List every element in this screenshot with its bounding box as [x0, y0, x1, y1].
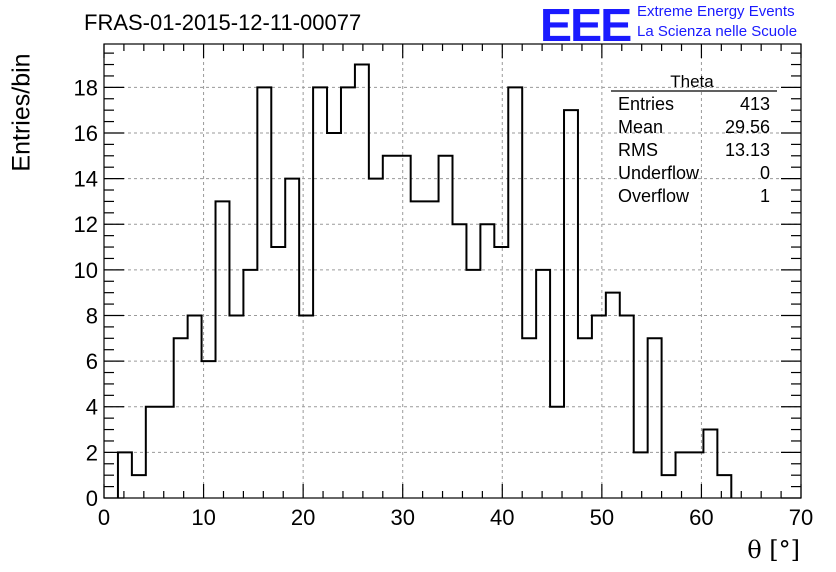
x-tick-labels: 0 10 20 30 40 50 60 70 [98, 505, 813, 530]
x-tick-label: 30 [390, 505, 414, 530]
x-tick-label: 60 [689, 505, 713, 530]
x-tick-label: 10 [191, 505, 215, 530]
stats-label: Underflow [618, 163, 700, 183]
x-tick-label: 0 [98, 505, 110, 530]
y-tick-label: 14 [74, 167, 98, 192]
y-tick-label: 10 [74, 258, 98, 283]
x-tick-label: 50 [590, 505, 614, 530]
plot-frame [103, 43, 802, 499]
axis-ticks [103, 44, 802, 499]
stats-value: 29.56 [725, 117, 770, 137]
y-tick-label: 16 [74, 121, 98, 146]
chart-title: FRAS-01-2015-12-11-00077 [84, 10, 362, 35]
eee-logo: EEE [539, 0, 632, 51]
stats-box: Theta Entries 413 Mean 29.56 RMS 13.13 Underfl… [611, 72, 777, 206]
y-tick-labels: 0 2 4 6 8 10 12 14 16 18 [74, 75, 98, 511]
histogram-outline [116, 63, 733, 498]
stats-value: 413 [740, 94, 770, 114]
x-tick-label: 20 [291, 505, 315, 530]
y-tick-label: 12 [74, 212, 98, 237]
y-tick-label: 2 [86, 440, 98, 465]
x-tick-label: 70 [789, 505, 813, 530]
stats-label: Entries [618, 94, 674, 114]
logo-caption-line1: Extreme Energy Events [637, 3, 795, 20]
y-tick-label: 18 [74, 75, 98, 100]
stats-title: Theta [670, 72, 714, 91]
stats-value: 13.13 [725, 140, 770, 160]
y-tick-label: 8 [86, 303, 98, 328]
y-tick-label: 0 [86, 486, 98, 511]
stats-label: Overflow [618, 186, 690, 206]
grid-lines [104, 44, 801, 498]
stats-label: RMS [618, 140, 658, 160]
x-tick-label: 40 [490, 505, 514, 530]
stats-value: 0 [760, 163, 770, 183]
logo-caption-line2: La Scienza nelle Scuole [637, 23, 798, 40]
y-tick-label: 4 [86, 395, 98, 420]
stats-value: 1 [760, 186, 770, 206]
stats-label: Mean [618, 117, 663, 137]
y-tick-label: 6 [86, 349, 98, 374]
x-axis-label: θ [°] [747, 536, 800, 564]
